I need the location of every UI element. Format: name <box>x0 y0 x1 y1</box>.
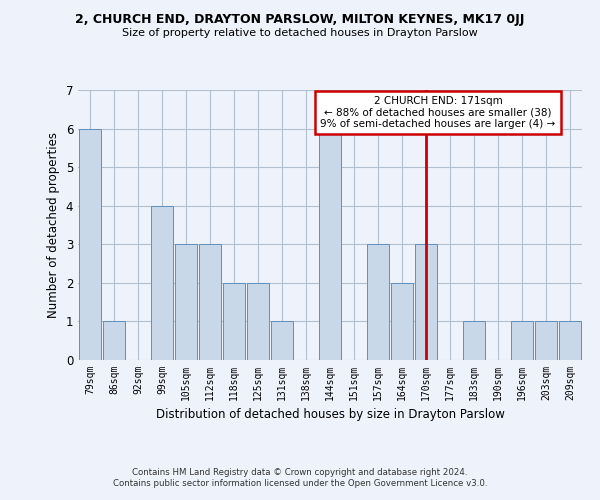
Text: 2, CHURCH END, DRAYTON PARSLOW, MILTON KEYNES, MK17 0JJ: 2, CHURCH END, DRAYTON PARSLOW, MILTON K… <box>76 12 524 26</box>
Y-axis label: Number of detached properties: Number of detached properties <box>47 132 60 318</box>
Bar <box>199 244 221 360</box>
Bar <box>271 322 293 360</box>
Text: Size of property relative to detached houses in Drayton Parslow: Size of property relative to detached ho… <box>122 28 478 38</box>
Bar <box>223 283 245 360</box>
Bar <box>463 322 485 360</box>
Bar <box>319 128 341 360</box>
Bar <box>247 283 269 360</box>
Bar <box>103 322 125 360</box>
Bar <box>79 128 101 360</box>
X-axis label: Distribution of detached houses by size in Drayton Parslow: Distribution of detached houses by size … <box>155 408 505 422</box>
Bar <box>151 206 173 360</box>
Bar <box>391 283 413 360</box>
Bar <box>535 322 557 360</box>
Bar <box>415 244 437 360</box>
Bar <box>175 244 197 360</box>
Text: Contains HM Land Registry data © Crown copyright and database right 2024.
Contai: Contains HM Land Registry data © Crown c… <box>113 468 487 487</box>
Text: 2 CHURCH END: 171sqm
← 88% of detached houses are smaller (38)
9% of semi-detach: 2 CHURCH END: 171sqm ← 88% of detached h… <box>320 96 556 129</box>
Bar <box>367 244 389 360</box>
Bar <box>559 322 581 360</box>
Bar <box>511 322 533 360</box>
